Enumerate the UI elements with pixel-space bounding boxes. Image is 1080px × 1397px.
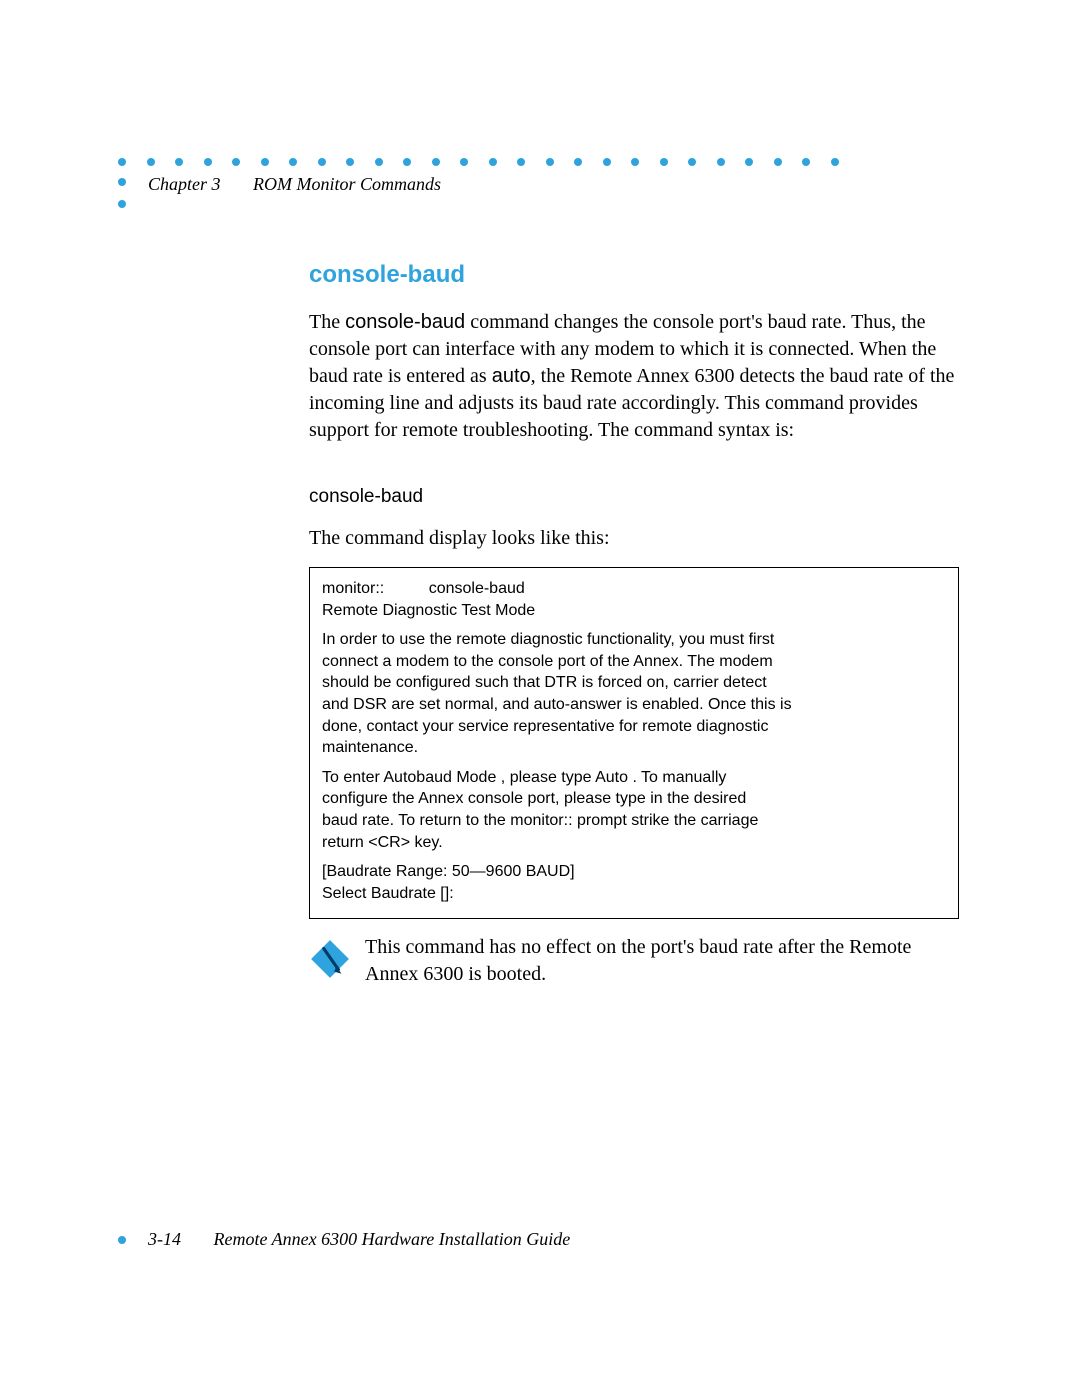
note-text: This command has no effect on the port's… [365,934,960,988]
dot [118,178,126,186]
page: Chapter 3 ROM Monitor Commands console-b… [0,0,1080,1397]
chapter-title: ROM Monitor Commands [253,174,441,194]
dot [318,158,326,166]
dot [774,158,782,166]
dot [118,158,126,166]
footer-dot [118,1236,126,1244]
terminal-output-box: monitor:: console-baud Remote Diagnostic… [309,567,959,919]
dot [717,158,725,166]
dot [631,158,639,166]
dot [261,158,269,166]
dot [831,158,839,166]
paragraph-intro: The console-baud command changes the con… [309,309,959,444]
page-footer: 3-14 Remote Annex 6300 Hardware Installa… [148,1229,570,1250]
decorative-dot-col [118,178,126,208]
dot [489,158,497,166]
dot [118,200,126,208]
terminal-line: Select Baudrate []: [322,883,946,905]
dot [204,158,212,166]
dot [745,158,753,166]
terminal-block: In order to use the remote diagnostic fu… [322,629,792,759]
dot [660,158,668,166]
terminal-line: Remote Diagnostic Test Mode [322,600,946,622]
chapter-label: Chapter 3 [148,174,221,194]
dot [574,158,582,166]
dot [175,158,183,166]
inline-command: console-baud [345,311,465,333]
inline-keyword: auto [492,365,531,387]
command-syntax: console-baud [309,486,423,508]
page-number: 3-14 [148,1229,181,1249]
dot [460,158,468,166]
terminal-line: monitor:: console-baud [322,578,946,600]
dot [375,158,383,166]
dot [517,158,525,166]
dot [289,158,297,166]
terminal-line: [Baudrate Range: 50—9600 BAUD] [322,861,946,883]
dot [403,158,411,166]
dot [603,158,611,166]
section-heading: console-baud [309,261,465,289]
note-pencil-icon [309,938,351,980]
dot [546,158,554,166]
dot [232,158,240,166]
prompt-command: console-baud [429,578,525,600]
guide-title: Remote Annex 6300 Hardware Installation … [214,1229,571,1249]
terminal-block: To enter Autobaud Mode , please type Aut… [322,767,782,853]
dot [688,158,696,166]
dot [346,158,354,166]
dot [147,158,155,166]
page-header: Chapter 3 ROM Monitor Commands [148,174,441,195]
dot [432,158,440,166]
decorative-dot-row [118,158,839,166]
paragraph-display-intro: The command display looks like this: [309,525,959,552]
prompt: monitor:: [322,578,384,600]
text-fragment: The [309,311,345,333]
dot [802,158,810,166]
